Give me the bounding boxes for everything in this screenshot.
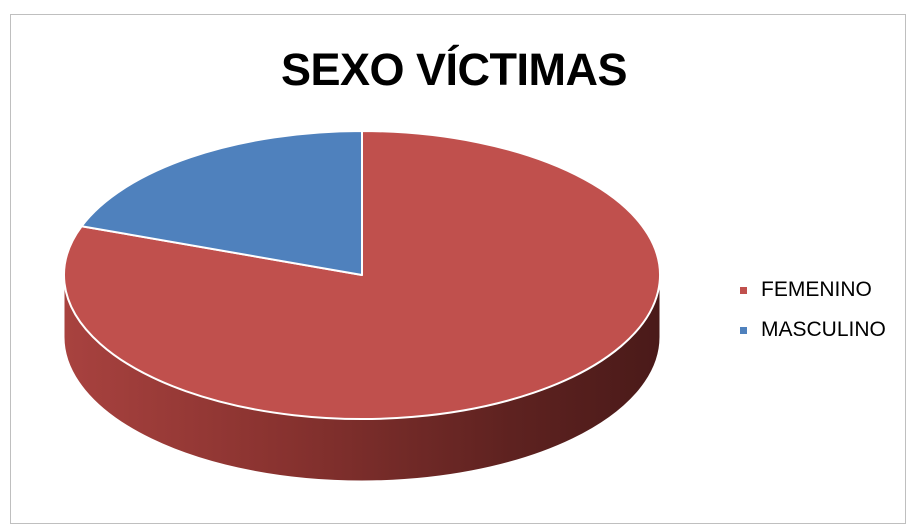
- slice-masculino: [80, 130, 363, 276]
- legend-item-femenino: FEMENINO: [740, 270, 886, 310]
- legend: FEMENINO MASCULINO: [740, 270, 886, 350]
- legend-label-masculino: MASCULINO: [761, 318, 886, 341]
- slice-femenino: [63, 130, 661, 420]
- legend-item-masculino: MASCULINO: [740, 310, 886, 350]
- legend-swatch-masculino: [740, 326, 747, 334]
- legend-swatch-femenino: [740, 286, 747, 294]
- legend-label-femenino: FEMENINO: [761, 278, 872, 301]
- pie-top-face: [63, 130, 661, 420]
- chart-title: SEXO VÍCTIMAS: [280, 44, 628, 95]
